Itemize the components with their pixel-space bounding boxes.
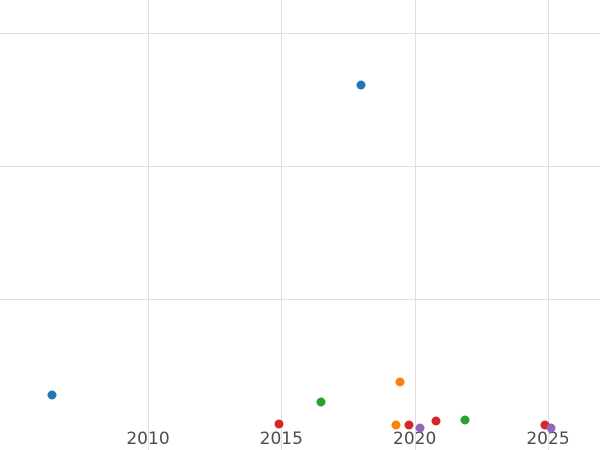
x-tick-label: 2020 bbox=[393, 429, 437, 449]
data-point-red bbox=[431, 416, 441, 426]
data-point-purple bbox=[415, 423, 425, 433]
y-gridline bbox=[0, 166, 600, 168]
data-point-red bbox=[274, 419, 284, 429]
data-point-green bbox=[460, 415, 470, 425]
x-tick-label: 2010 bbox=[126, 429, 170, 449]
data-point-orange bbox=[395, 377, 405, 386]
x-tick-label: 2025 bbox=[526, 429, 570, 449]
y-gridline bbox=[0, 33, 600, 35]
x-gridline bbox=[414, 0, 416, 450]
data-point-purple bbox=[546, 423, 556, 433]
x-gridline bbox=[148, 0, 149, 450]
data-point-orange bbox=[391, 420, 401, 430]
data-point-green bbox=[316, 397, 326, 406]
data-point-blue bbox=[356, 80, 366, 90]
x-tick-label: 2015 bbox=[259, 429, 303, 449]
data-point-red bbox=[404, 420, 414, 430]
x-gridline bbox=[548, 0, 549, 450]
y-gridline bbox=[0, 299, 600, 301]
data-point-blue bbox=[47, 390, 57, 400]
x-gridline bbox=[281, 0, 283, 450]
data-point-red bbox=[540, 420, 550, 430]
